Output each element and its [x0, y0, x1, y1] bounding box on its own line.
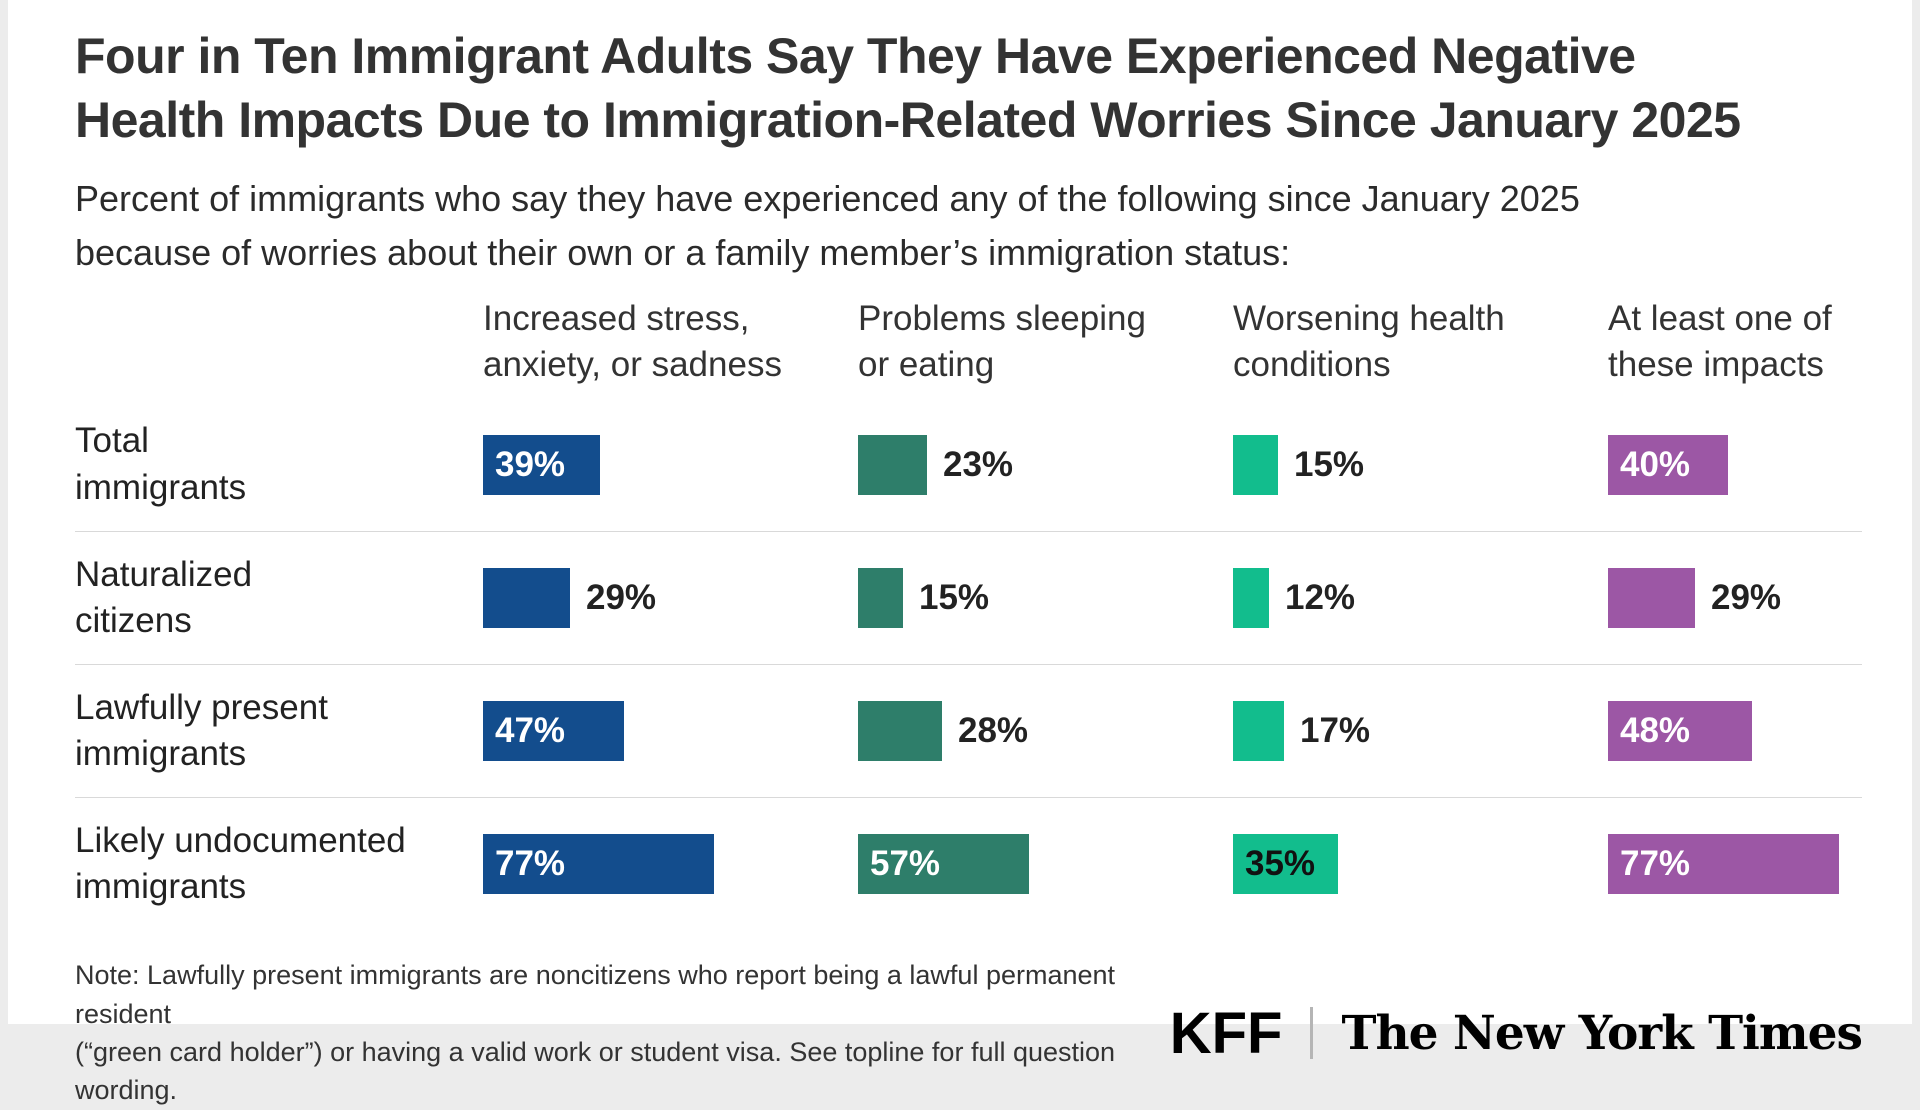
bar-value-label: 40%	[1620, 444, 1691, 484]
bar: 39%	[483, 434, 600, 495]
bar-value-label: 48%	[1620, 711, 1691, 751]
bar-value-label: 35%	[1245, 844, 1316, 884]
bar-value-label: 12%	[1285, 578, 1356, 618]
column-header-1: Increased stress, anxiety, or sadness	[483, 299, 782, 385]
bar-cell: 23%	[858, 434, 1233, 495]
bar	[1608, 568, 1695, 629]
chart-row-3: Lawfully present immigrants 47% 28% 17% 48%	[75, 664, 1862, 797]
column-header-3: Worsening health conditions	[1233, 299, 1505, 385]
chart-row-4: Likely undocumented immigrants 77% 57% 35% 7…	[75, 797, 1862, 930]
bar-value-label: 23%	[943, 444, 1014, 484]
bar: 77%	[483, 834, 714, 895]
bar-value-label: 47%	[495, 711, 566, 751]
chart-title: Four in Ten Immigrant Adults Say They Ha…	[75, 28, 1741, 148]
column-header-row: Increased stress, anxiety, or sadness Pro…	[75, 290, 1862, 388]
bar-value-label: 77%	[1620, 844, 1691, 884]
bar	[858, 434, 927, 495]
chart-page: Four in Ten Immigrant Adults Say They Ha…	[8, 0, 1912, 1105]
bar-value-label: 15%	[1294, 444, 1365, 484]
bar-cell: 15%	[1233, 434, 1608, 495]
kff-logo: KFF	[1169, 1000, 1283, 1066]
bar: 48%	[1608, 701, 1752, 762]
column-header-2: Problems sleeping or eating	[858, 299, 1146, 385]
row-label: Total immigrants	[75, 421, 247, 507]
bar	[1233, 701, 1284, 762]
bar-cell: 15%	[858, 568, 1233, 629]
chart-rows: Total immigrants 39% 23% 15% 40% Naturalized …	[75, 398, 1862, 930]
bar-cell: 77%	[1608, 834, 1839, 895]
logo-divider	[1310, 1007, 1314, 1060]
bar-chart: Increased stress, anxiety, or sadness Pro…	[75, 290, 1862, 930]
bar	[483, 568, 570, 629]
bar-cell: 47%	[483, 701, 858, 762]
column-header-4: At least one of these impacts	[1608, 299, 1832, 385]
bar-value-label: 17%	[1300, 711, 1371, 751]
bar-value-label: 29%	[586, 578, 657, 618]
bar	[858, 701, 942, 762]
bar-cell: 28%	[858, 701, 1233, 762]
bar-cell: 40%	[1608, 434, 1728, 495]
bar	[858, 568, 903, 629]
new-york-times-logo: The New York Times	[1341, 1005, 1863, 1061]
bar-cell: 12%	[1233, 568, 1608, 629]
bar-cell: 57%	[858, 834, 1233, 895]
chart-note: Note: Lawfully present immigrants are no…	[75, 960, 1116, 1106]
chart-footer: Note: Lawfully present immigrants are no…	[75, 956, 1863, 1109]
chart-row-1: Total immigrants 39% 23% 15% 40%	[75, 398, 1862, 531]
bar-cell: 35%	[1233, 834, 1608, 895]
row-label: Lawfully present immigrants	[75, 687, 328, 774]
bar: 40%	[1608, 434, 1728, 495]
bar-value-label: 15%	[919, 578, 990, 618]
bar-value-label: 57%	[870, 844, 941, 884]
bar: 35%	[1233, 834, 1338, 895]
bar: 57%	[858, 834, 1029, 895]
row-label: Likely undocumented immigrants	[75, 820, 406, 907]
bar-cell: 39%	[483, 434, 858, 495]
chart-subtitle: Percent of immigrants who say they have …	[75, 178, 1580, 273]
bar-cell: 29%	[483, 568, 858, 629]
bar: 77%	[1608, 834, 1839, 895]
bar-value-label: 28%	[958, 711, 1029, 751]
bar-value-label: 77%	[495, 844, 566, 884]
bar-value-label: 29%	[1711, 578, 1782, 618]
chart-row-2: Naturalized citizens 29% 15% 12% 29%	[75, 531, 1862, 664]
bar-cell: 77%	[483, 834, 858, 895]
source-logos: KFF The New York Times	[1169, 1000, 1863, 1067]
bar-cell: 29%	[1608, 568, 1782, 629]
bar-cell: 17%	[1233, 701, 1608, 762]
bar	[1233, 568, 1269, 629]
bar-cell: 48%	[1608, 701, 1752, 762]
bar	[1233, 434, 1278, 495]
bar-value-label: 39%	[495, 444, 566, 484]
bar: 47%	[483, 701, 624, 762]
row-label: Naturalized citizens	[75, 554, 253, 641]
